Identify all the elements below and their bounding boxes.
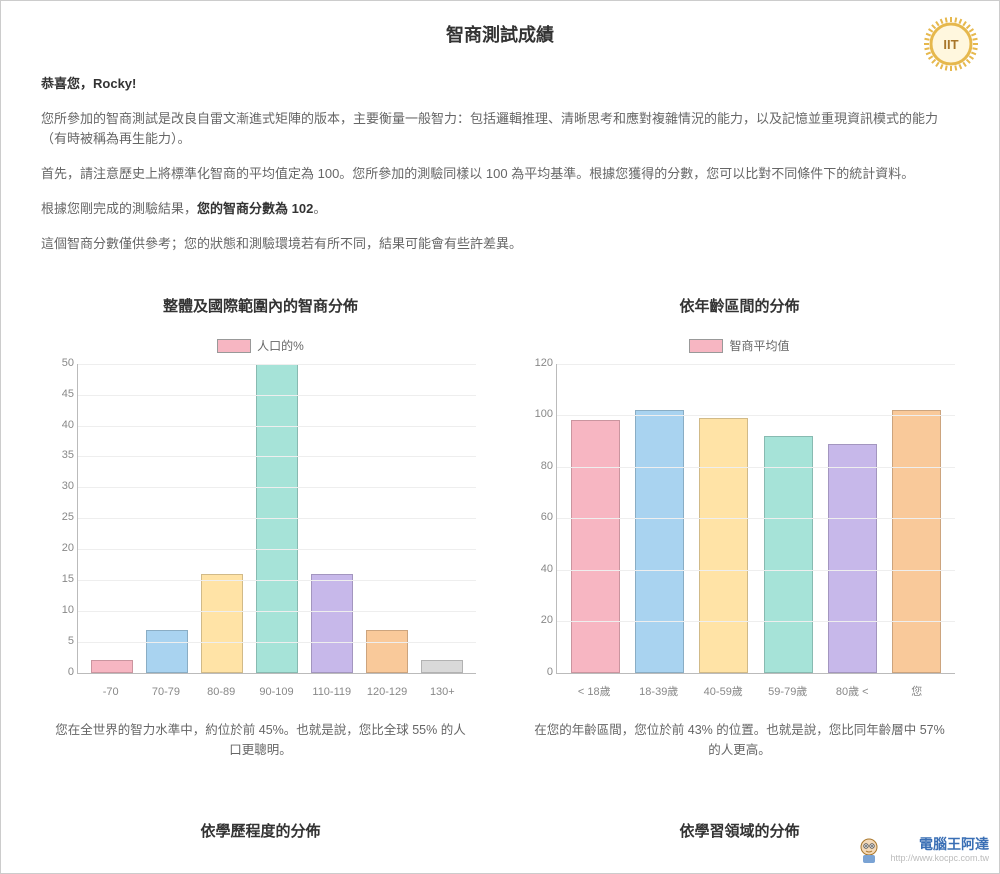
chart1-xlabels: -7070-7980-8990-109110-119120-129130+ [77,678,476,704]
p3-prefix: 根據您剛完成的測驗結果， [41,201,197,216]
iit-seal-badge: IIT [923,16,979,72]
grid-line [557,621,955,622]
intro-p2: 首先，請注意歷史上將標準化智商的平均值定為 100。您所參加的測驗同樣以 100… [41,164,959,185]
grid-line [557,570,955,571]
watermark-url: http://www.kocpc.com.tw [890,853,989,864]
grid-line [557,415,955,416]
chart-age-iq: 依年齡區間的分佈 智商平均值 020406080100120 < 18歲18-3… [520,295,959,760]
chart1-box: 05101520253035404550 -7070-7980-8990-109… [41,364,480,704]
bar [764,436,813,673]
y-tick-label: 20 [523,612,553,630]
y-tick-label: 25 [44,509,74,527]
y-tick-label: 100 [523,406,553,424]
grid-line [557,518,955,519]
chart2-xlabels: < 18歲18-39歲40-59歲59-79歲80歲 <您 [556,678,955,704]
charts-row: 整體及國際範圍內的智商分佈 人口的% 05101520253035404550 … [41,295,959,760]
y-tick-label: 0 [44,664,74,682]
y-tick-label: 45 [44,386,74,404]
chart2-title: 依年齡區間的分佈 [520,295,959,319]
greeting-line: 恭喜您，Rocky! [41,74,959,95]
chart2-plot: 020406080100120 [556,364,955,674]
x-tick-label: -70 [83,678,138,704]
chart1-plot: 05101520253035404550 [77,364,476,674]
chart1-legend-label: 人口的% [257,337,304,356]
result-page: IIT 智商測試成績 恭喜您，Rocky! 您所參加的智商測試是改良自雷文漸進式… [0,0,1000,874]
y-tick-label: 0 [523,664,553,682]
y-tick-label: 60 [523,509,553,527]
watermark-icon [854,835,884,865]
intro-p3: 根據您剛完成的測驗結果，您的智商分數為 102。 [41,199,959,220]
x-tick-label: 130+ [415,678,470,704]
grid-line [78,518,476,519]
x-tick-label: 80歲 < [820,678,885,704]
x-tick-label: 您 [885,678,950,704]
x-tick-label: 90-109 [249,678,304,704]
y-tick-label: 80 [523,458,553,476]
y-tick-label: 10 [44,602,74,620]
x-tick-label: 80-89 [194,678,249,704]
y-tick-label: 20 [44,540,74,558]
grid-line [78,487,476,488]
x-tick-label: 40-59歲 [691,678,756,704]
greeting-name: Rocky! [93,76,136,91]
x-tick-label: 70-79 [138,678,193,704]
grid-line [78,456,476,457]
bar [699,418,748,673]
secondary-titles-row: 依學歷程度的分佈 依學習領域的分佈 [41,820,959,844]
watermark-title: 電腦王阿達 [890,836,989,853]
y-tick-label: 15 [44,571,74,589]
intro-block: 恭喜您，Rocky! 您所參加的智商測試是改良自雷文漸進式矩陣的版本，主要衡量一… [41,74,959,255]
p3-suffix: 。 [313,201,326,216]
grid-line [78,364,476,365]
chart-global-iq: 整體及國際範圍內的智商分佈 人口的% 05101520253035404550 … [41,295,480,760]
bar [892,410,941,673]
x-tick-label: 110-119 [304,678,359,704]
greeting-prefix: 恭喜您， [41,76,93,91]
intro-p1: 您所參加的智商測試是改良自雷文漸進式矩陣的版本，主要衡量一般智力：包括邏輯推理、… [41,109,959,151]
chart2-caption: 在您的年齡區間，您位於前 43% 的位置。也就是說，您比同年齡層中 57% 的人… [520,720,959,760]
grid-line [78,549,476,550]
chart1-title: 整體及國際範圍內的智商分佈 [41,295,480,319]
bar [421,660,463,672]
bar [146,630,188,673]
grid-line [78,642,476,643]
x-tick-label: 18-39歲 [627,678,692,704]
chart1-legend-swatch [217,339,251,353]
bar [91,660,133,672]
y-tick-label: 120 [523,355,553,373]
bar [828,444,877,673]
intro-p4: 這個智商分數僅供參考；您的狀態和測驗環境若有所不同，結果可能會有些許差異。 [41,234,959,255]
badge-text: IIT [943,37,958,52]
y-tick-label: 50 [44,355,74,373]
x-tick-label: 120-129 [359,678,414,704]
chart2-legend: 智商平均值 [520,337,959,356]
chart2-box: 020406080100120 < 18歲18-39歲40-59歲59-79歲8… [520,364,959,704]
y-tick-label: 40 [523,561,553,579]
y-tick-label: 35 [44,448,74,466]
x-tick-label: 59-79歲 [756,678,821,704]
grid-line [78,611,476,612]
bar [366,630,408,673]
page-title: 智商測試成績 [41,21,959,50]
chart2-legend-swatch [689,339,723,353]
y-tick-label: 40 [44,417,74,435]
watermark: 電腦王阿達 http://www.kocpc.com.tw [854,835,989,865]
grid-line [78,580,476,581]
bar [571,420,620,672]
bar [311,574,353,673]
chart2-legend-label: 智商平均值 [729,337,789,356]
y-tick-label: 5 [44,633,74,651]
grid-line [78,426,476,427]
chart1-legend: 人口的% [41,337,480,356]
bar [635,410,684,673]
y-tick-label: 30 [44,479,74,497]
x-tick-label: < 18歲 [562,678,627,704]
secondary-left-title: 依學歷程度的分佈 [41,820,480,844]
grid-line [557,467,955,468]
grid-line [557,364,955,365]
grid-line [78,395,476,396]
bar [201,574,243,673]
iq-score-strong: 您的智商分數為 102 [197,201,313,216]
chart1-caption: 您在全世界的智力水準中，約位於前 45%。也就是說，您比全球 55% 的人口更聰… [41,720,480,760]
